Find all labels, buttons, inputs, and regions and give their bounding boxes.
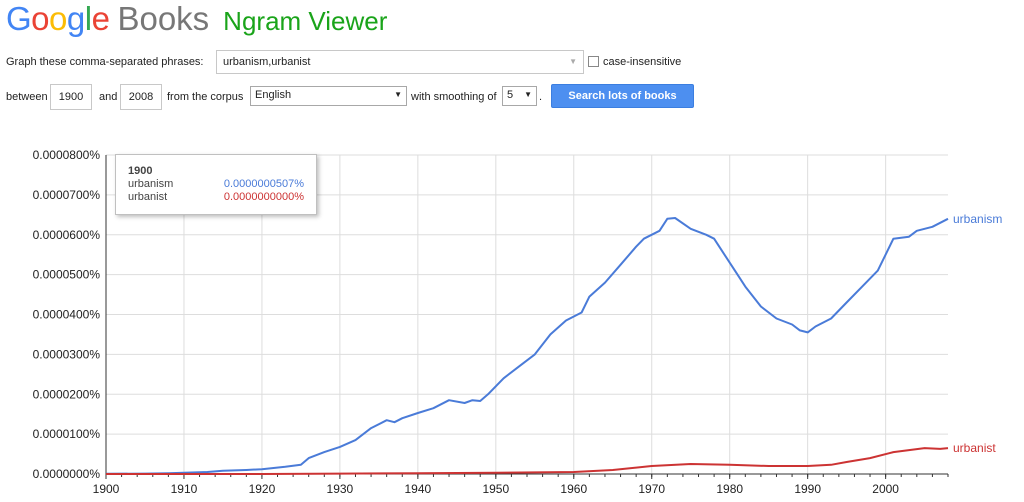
smoothing-label: with smoothing of <box>411 91 497 103</box>
start-year-input[interactable]: 1900 <box>50 84 92 110</box>
x-tick-label: 1970 <box>638 482 665 496</box>
period-label: . <box>539 91 543 103</box>
tooltip-year: 1900 <box>128 165 153 177</box>
tooltip-series-value: 0.0000000000% <box>223 191 304 203</box>
corpus-select[interactable]: English ▼ <box>250 86 407 106</box>
case-insensitive-label[interactable]: case-insensitive <box>603 56 682 68</box>
x-tick-label: 1910 <box>171 482 198 496</box>
ngram-chart[interactable]: 0.0000000% 0.0000100% 0.0000200% 0.0000300%… <box>0 140 1024 502</box>
x-tick-label: 1930 <box>327 482 354 496</box>
x-tick-label: 1900 <box>93 482 120 496</box>
series-label-urbanism: urbanism <box>953 212 1002 226</box>
and-label: and <box>99 91 118 103</box>
series-label-urbanist: urbanist <box>953 441 996 455</box>
x-tick-label: 1940 <box>405 482 432 496</box>
y-tick-label: 0.0000700% <box>33 188 101 202</box>
x-tick-label: 2000 <box>872 482 899 496</box>
y-tick-label: 0.0000300% <box>33 347 101 361</box>
logo-letter: G <box>6 0 32 37</box>
search-button[interactable]: Search lots of books <box>551 84 694 108</box>
case-insensitive-checkbox[interactable] <box>588 56 599 67</box>
smoothing-select-value: 5 <box>507 89 514 101</box>
logo-letter: e <box>91 0 110 37</box>
tooltip-series-name: urbanist <box>128 191 168 203</box>
google-books-logo[interactable]: Google Books Ngram Viewer <box>6 0 387 44</box>
chevron-down-icon[interactable]: ▼ <box>569 57 577 66</box>
y-tick-label: 0.0000000% <box>33 467 101 481</box>
end-year-input[interactable]: 2008 <box>120 84 162 110</box>
books-logo-text: Books <box>117 0 210 37</box>
y-tick-label: 0.0000800% <box>33 148 101 162</box>
x-tick-label: 1990 <box>794 482 821 496</box>
y-tick-label: 0.0000200% <box>33 387 101 401</box>
phrases-label: Graph these comma-separated phrases: <box>6 56 204 68</box>
x-tick-label: 1950 <box>482 482 509 496</box>
tooltip-series-value: 0.0000000507% <box>223 178 304 190</box>
phrases-input-value: urbanism,urbanist <box>223 56 311 68</box>
google-logo-text: Google <box>6 0 110 38</box>
y-tick-label: 0.0000600% <box>33 228 101 242</box>
x-tick-label: 1920 <box>249 482 276 496</box>
logo-letter: o <box>31 0 50 37</box>
between-label: between <box>6 91 48 103</box>
y-tick-label: 0.0000500% <box>33 268 101 282</box>
series-line-urbanist <box>106 447 949 475</box>
tooltip-row-urbanism: urbanism 0.0000000507% <box>128 178 304 191</box>
corpus-label: from the corpus <box>167 91 244 103</box>
logo-letter: g <box>66 0 85 37</box>
chevron-down-icon: ▼ <box>394 90 402 99</box>
logo-letter: o <box>49 0 67 37</box>
phrases-input[interactable]: urbanism,urbanist ▼ <box>216 50 584 74</box>
tooltip-series-name: urbanism <box>128 178 174 190</box>
y-tick-label: 0.0000400% <box>33 308 101 322</box>
series-line-urbanism <box>105 217 949 475</box>
logo-letter: l <box>84 0 92 37</box>
tooltip-row-urbanist: urbanist 0.0000000000% <box>128 191 304 204</box>
smoothing-select[interactable]: 5 ▼ <box>502 86 537 106</box>
corpus-select-value: English <box>255 89 292 101</box>
x-tick-label: 1980 <box>716 482 743 496</box>
x-tick-label: 1960 <box>560 482 587 496</box>
chevron-down-icon: ▼ <box>524 90 532 99</box>
chart-tooltip: 1900 urbanism 0.0000000507% urbanist 0.0… <box>115 154 317 215</box>
y-tick-label: 0.0000100% <box>33 427 101 441</box>
page-title: Ngram Viewer <box>223 6 388 36</box>
